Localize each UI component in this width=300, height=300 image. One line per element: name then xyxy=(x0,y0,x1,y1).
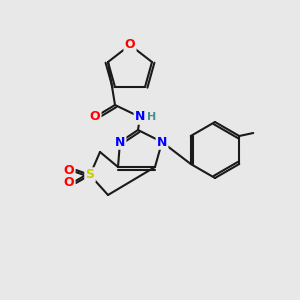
Text: S: S xyxy=(85,169,94,182)
Text: N: N xyxy=(115,136,125,148)
Text: N: N xyxy=(157,136,167,148)
Text: H: H xyxy=(147,112,157,122)
Text: N: N xyxy=(135,110,145,124)
Text: O: O xyxy=(64,164,74,176)
Text: O: O xyxy=(64,176,74,190)
Text: O: O xyxy=(125,38,135,52)
Text: O: O xyxy=(90,110,100,124)
